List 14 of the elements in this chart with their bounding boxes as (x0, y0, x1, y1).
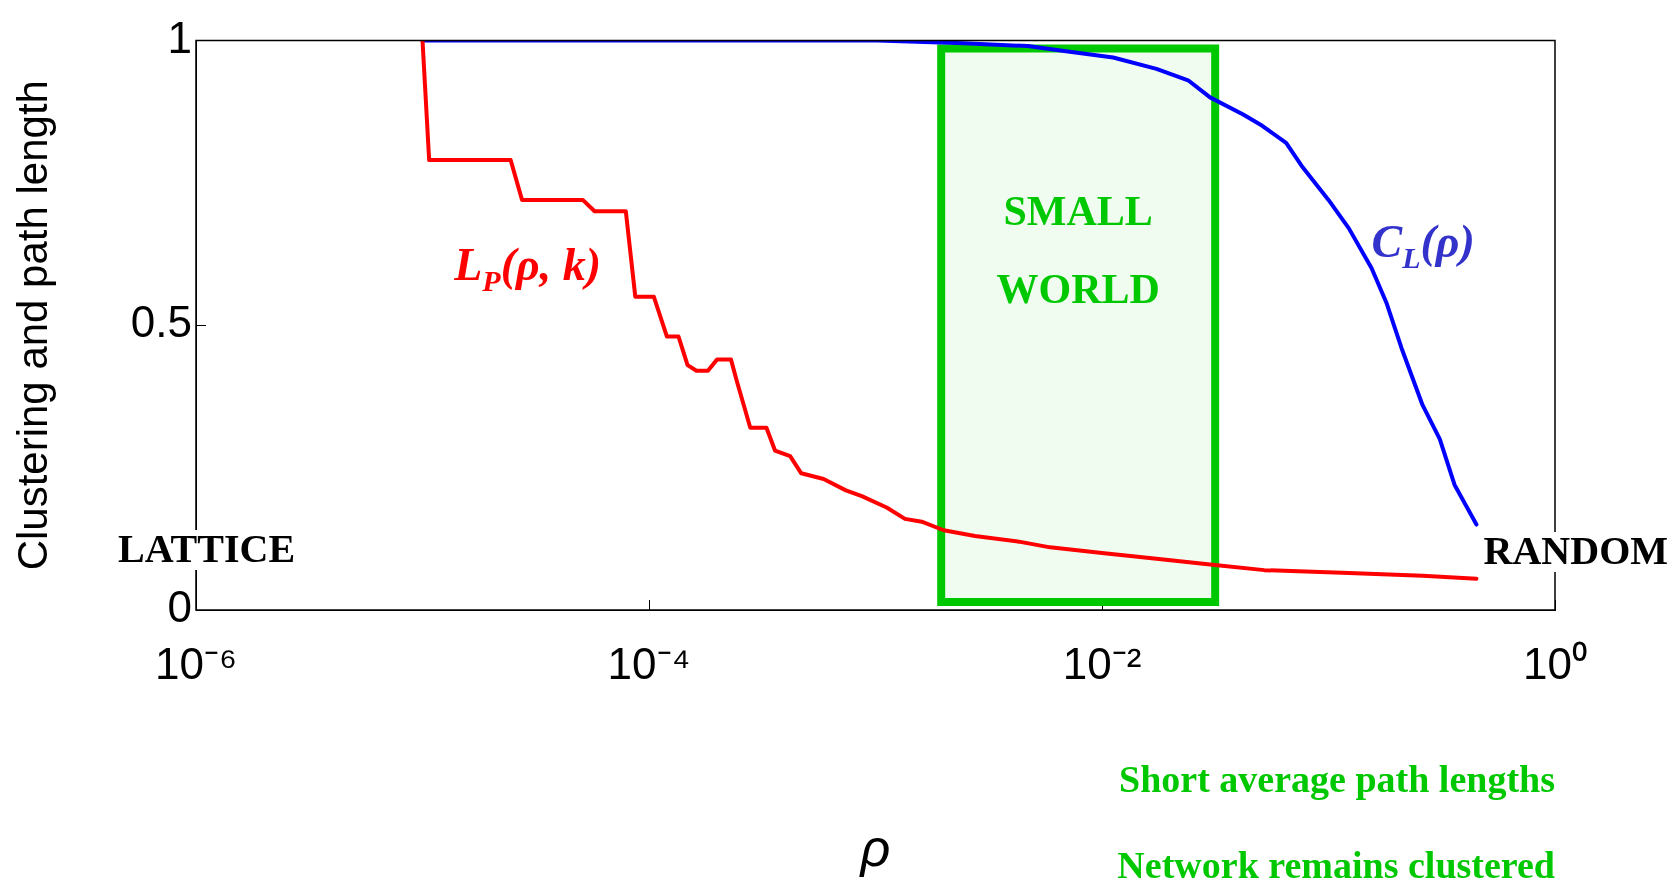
x-tick-label: 10⁻⁶ (154, 638, 238, 688)
text: Network remains clustered (1117, 844, 1556, 886)
text: Short average path lengths (1119, 758, 1556, 800)
y-tick-label: 1 (167, 12, 192, 62)
y-axis-title: Clustering and path length (8, 80, 56, 571)
x-axis-title: ρ (858, 819, 891, 878)
y-tick-label: 0.5 (130, 297, 192, 347)
y-tick-label: 0 (167, 582, 192, 632)
annotation: RANDOM (1483, 528, 1669, 573)
annotation: LATTICE (118, 526, 296, 571)
x-tick-label: 10⁻⁴ (607, 638, 691, 688)
band-label: SMALL WORLD (996, 188, 1160, 313)
x-tick-label: 10⁻² (1062, 638, 1142, 688)
x-tick-label: 10⁰ (1523, 638, 1587, 688)
